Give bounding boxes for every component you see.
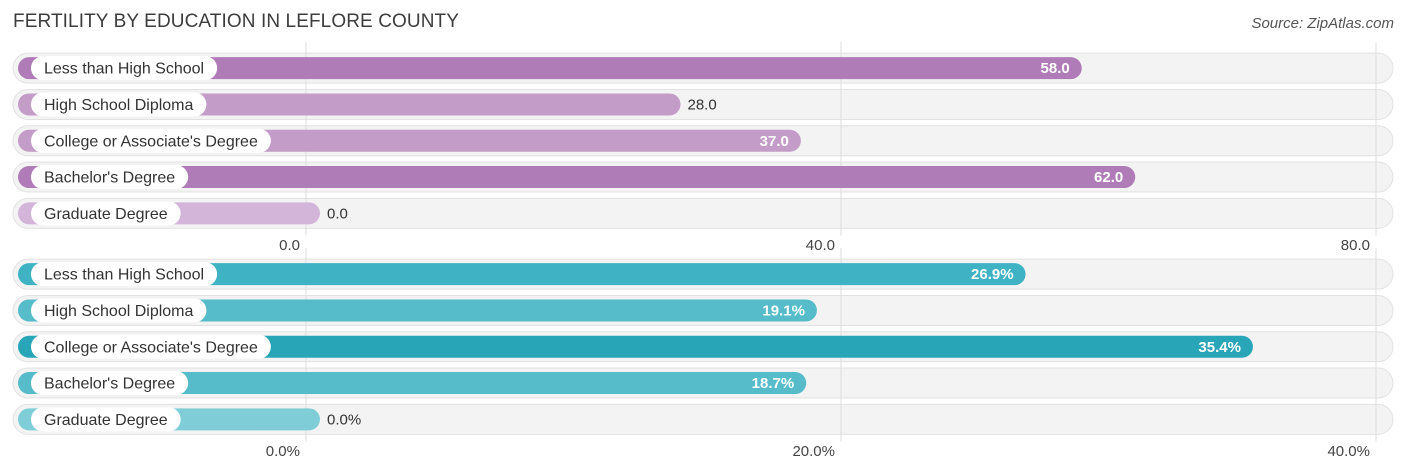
category-label: High School Diploma — [44, 97, 194, 114]
chart-title: FERTILITY BY EDUCATION IN LEFLORE COUNTY — [13, 11, 460, 32]
value-label: 58.0 — [1041, 60, 1070, 77]
tick-label: 40.0% — [1327, 443, 1370, 460]
category-label-pill — [31, 298, 207, 323]
category-label-pill — [31, 201, 181, 226]
category-label: Bachelor's Degree — [44, 376, 175, 393]
value-label: 35.4% — [1198, 339, 1241, 356]
chart-panel-1: Less than High School 58.0 High School Dip… — [12, 42, 1394, 254]
category-label-pill — [31, 165, 189, 190]
source-note: Source: ZipAtlas.com — [1251, 15, 1394, 32]
row-track — [12, 403, 1394, 435]
bar — [18, 372, 807, 395]
value-label: 28.0 — [688, 96, 717, 113]
category-label-pill — [31, 334, 271, 359]
category-label-pill — [31, 56, 218, 81]
category-label: Less than High School — [44, 267, 204, 284]
category-label: College or Associate's Degree — [44, 133, 258, 150]
value-label: 0.0% — [327, 411, 361, 428]
value-label: 26.9% — [971, 266, 1014, 283]
tick-label: 20.0% — [792, 443, 835, 460]
value-label: 62.0 — [1094, 169, 1123, 186]
category-label-pill — [31, 128, 271, 153]
tick-label: 40.0 — [806, 237, 835, 254]
category-label: Less than High School — [44, 61, 204, 78]
bar — [18, 263, 1026, 286]
category-label: Graduate Degree — [44, 412, 168, 429]
bar — [18, 299, 817, 322]
value-label: 0.0 — [327, 205, 348, 222]
bar — [18, 335, 1253, 358]
category-label: College or Associate's Degree — [44, 339, 258, 356]
tick-label: 0.0 — [279, 237, 300, 254]
category-label-pill — [31, 92, 207, 117]
row-track — [12, 197, 1394, 229]
category-label-pill — [31, 262, 218, 287]
chart-panel-2: Less than High School 26.9% High School Di… — [12, 248, 1394, 460]
bar — [18, 166, 1136, 189]
category-label: Bachelor's Degree — [44, 170, 175, 187]
category-label-pill — [31, 407, 181, 432]
value-label: 37.0 — [760, 133, 789, 150]
tick-label: 80.0 — [1341, 237, 1370, 254]
tick-label: 0.0% — [266, 443, 300, 460]
value-label: 18.7% — [752, 375, 795, 392]
bar — [18, 57, 1082, 80]
category-label-pill — [31, 371, 189, 396]
category-label: Graduate Degree — [44, 206, 168, 223]
value-label: 19.1% — [762, 302, 805, 319]
category-label: High School Diploma — [44, 303, 194, 320]
